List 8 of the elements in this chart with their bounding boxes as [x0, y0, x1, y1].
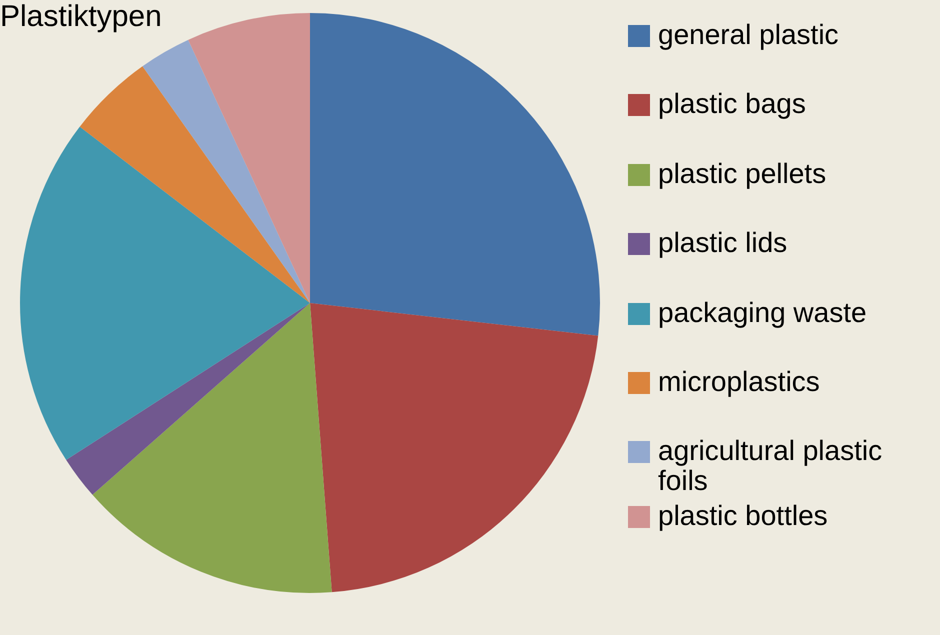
legend-label: plastic pellets: [658, 158, 826, 189]
legend-label: plastic bags: [658, 88, 806, 120]
legend-label: microplastics: [658, 366, 820, 397]
legend-label: general plastic: [658, 19, 839, 50]
legend-label: packaging waste: [658, 296, 867, 328]
legend-label: plastic bottles: [658, 500, 828, 532]
legend-label: plastic lids: [658, 227, 788, 258]
chart-title: Plastiktypen: [0, 0, 162, 34]
